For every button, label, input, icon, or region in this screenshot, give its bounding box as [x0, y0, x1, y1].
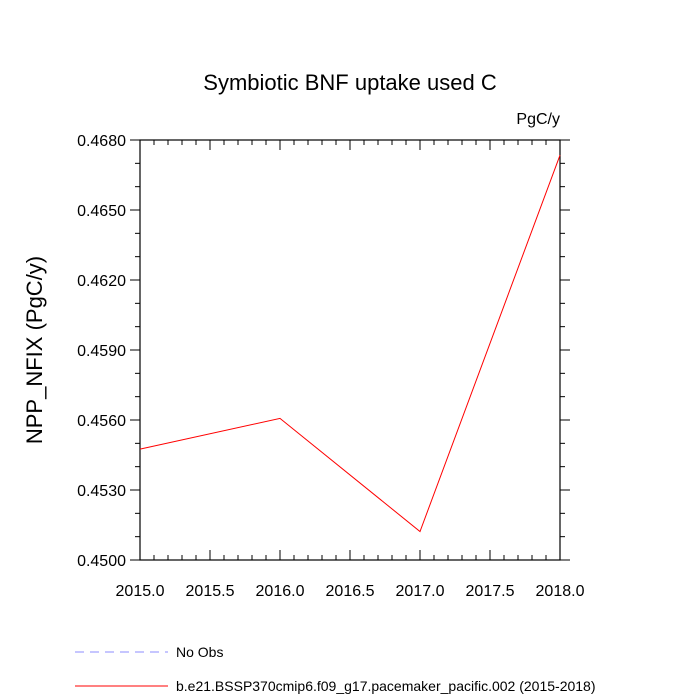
x-tick-label: 2016.0 [256, 583, 305, 600]
y-tick-label: 0.4530 [77, 483, 126, 500]
x-tick-label: 2017.5 [466, 583, 515, 600]
legend: No Obs b.e21.BSSP370cmip6.f09_g17.pacemak… [75, 644, 596, 694]
y-tick-label: 0.4560 [77, 413, 126, 430]
x-tick-labels: 2015.0 2015.5 2016.0 2016.5 2017.0 2017.5 2018… [116, 583, 585, 600]
x-tick-label: 2016.5 [326, 583, 375, 600]
series-lines [139, 154, 561, 533]
x-tick-label: 2018.0 [536, 583, 585, 600]
units-label: PgC/y [516, 111, 560, 128]
y-tick-labels: 0.4500 0.4530 0.4560 0.4590 0.4620 0.4650 0.46… [77, 133, 126, 570]
y-tick-label: 0.4620 [77, 273, 126, 290]
y-tick-label: 0.4500 [77, 553, 126, 570]
y-tick-label: 0.4680 [77, 133, 126, 150]
x-tick-label: 2015.5 [186, 583, 235, 600]
plot-frame [139, 139, 561, 561]
x-tick-label: 2015.0 [116, 583, 165, 600]
axis-ticks [130, 139, 570, 561]
y-tick-label: 0.4650 [77, 203, 126, 220]
x-tick-label: 2017.0 [396, 583, 445, 600]
series-line [139, 154, 561, 533]
legend-label: No Obs [176, 644, 223, 660]
y-tick-label: 0.4590 [77, 343, 126, 360]
legend-label: b.e21.BSSP370cmip6.f09_g17.pacemaker_pac… [176, 678, 596, 694]
chart-title: Symbiotic BNF uptake used C [203, 70, 497, 95]
y-axis-label: NPP_NFIX (PgC/y) [22, 256, 47, 444]
